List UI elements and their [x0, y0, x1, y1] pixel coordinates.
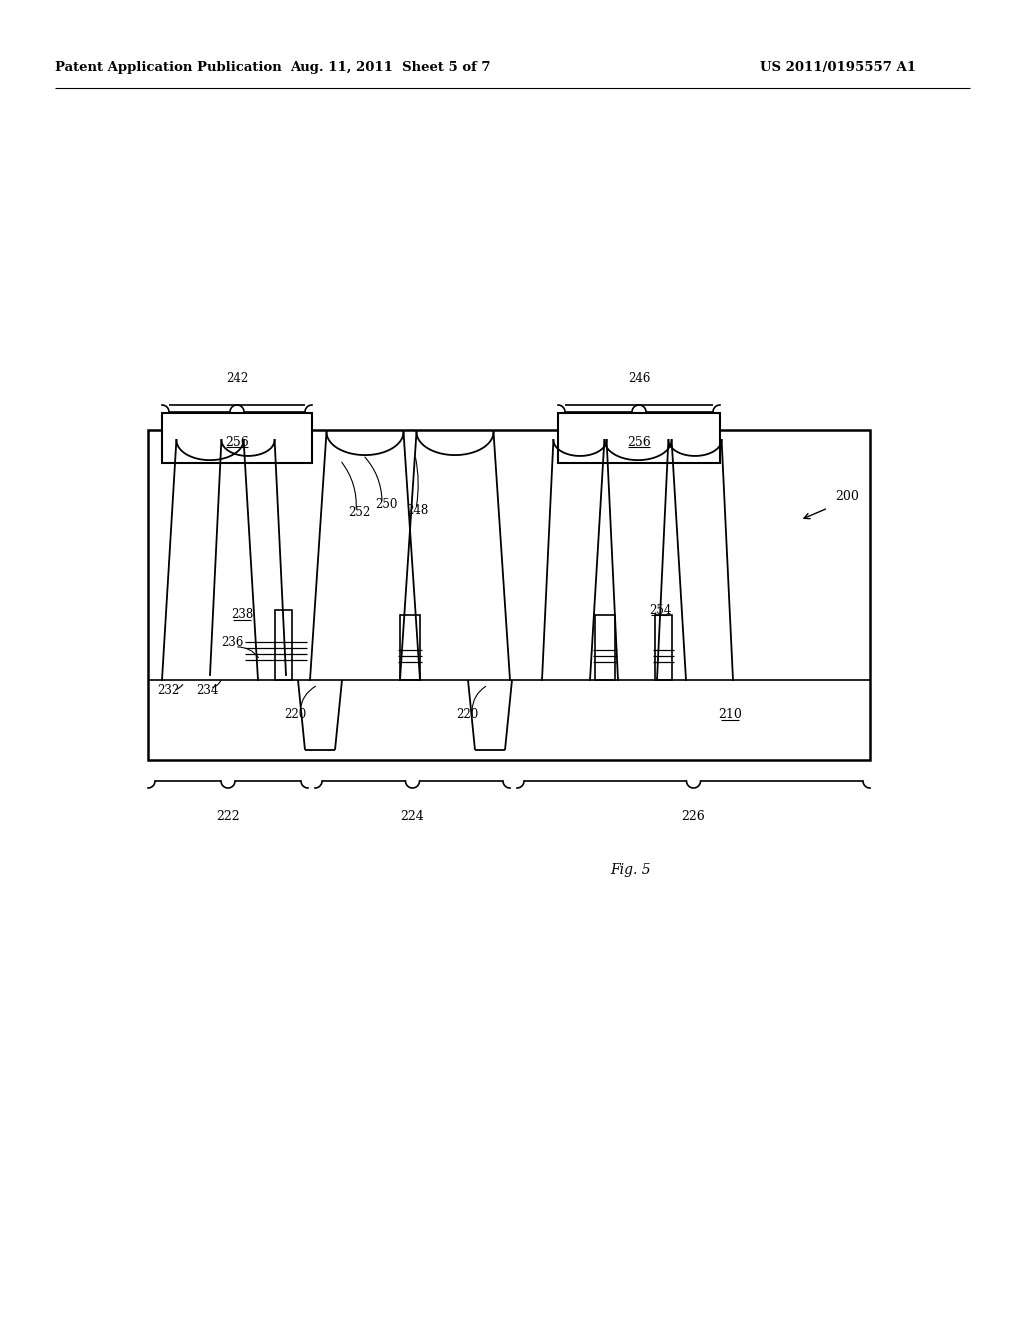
Text: 246: 246 [628, 371, 650, 384]
Bar [148, 430, 870, 760]
Bar [595, 615, 615, 680]
Text: 256: 256 [627, 436, 651, 449]
Text: 220: 220 [284, 709, 306, 722]
Text: 256: 256 [225, 436, 249, 449]
Text: 232: 232 [157, 684, 179, 697]
Text: 252: 252 [348, 507, 371, 520]
Bar [275, 610, 292, 680]
Text: 248: 248 [406, 503, 428, 516]
Text: 224: 224 [400, 809, 424, 822]
Text: 236: 236 [221, 636, 243, 649]
Text: 210: 210 [718, 709, 742, 722]
Text: 234: 234 [196, 684, 218, 697]
Text: Aug. 11, 2011  Sheet 5 of 7: Aug. 11, 2011 Sheet 5 of 7 [290, 62, 490, 74]
Text: Patent Application Publication: Patent Application Publication [55, 62, 282, 74]
Text: 238: 238 [230, 609, 253, 622]
Text: US 2011/0195557 A1: US 2011/0195557 A1 [760, 62, 916, 74]
Text: 250: 250 [375, 498, 397, 511]
Bar [655, 615, 672, 680]
Bar [162, 413, 312, 463]
Bar [558, 413, 720, 463]
Text: 226: 226 [682, 809, 706, 822]
Text: Fig. 5: Fig. 5 [610, 863, 650, 876]
Text: 254: 254 [649, 603, 671, 616]
Text: 242: 242 [226, 371, 248, 384]
Text: 222: 222 [216, 809, 240, 822]
Text: 200: 200 [835, 491, 859, 503]
Bar [400, 615, 420, 680]
Text: 220: 220 [456, 709, 478, 722]
